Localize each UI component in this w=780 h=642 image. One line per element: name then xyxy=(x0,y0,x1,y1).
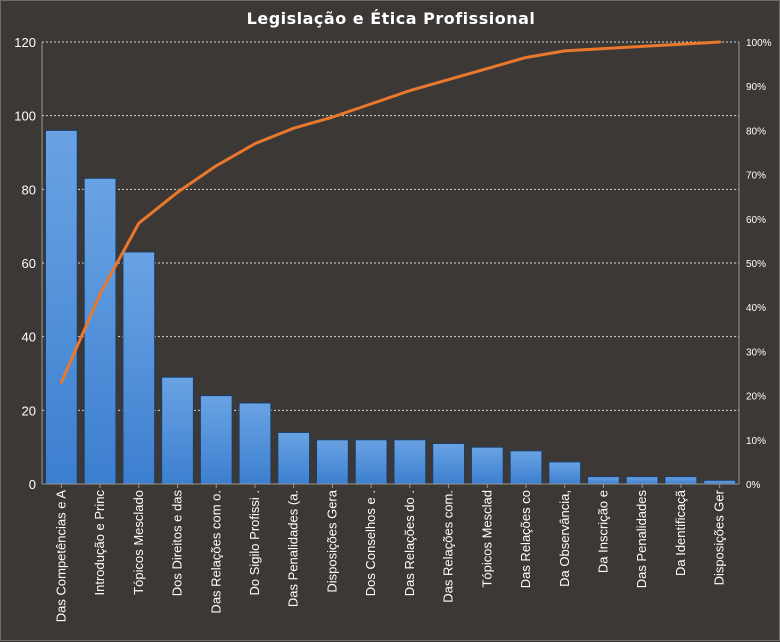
bar xyxy=(123,252,155,484)
y2-tick-label: 20% xyxy=(746,392,766,403)
bars xyxy=(45,130,735,484)
y2-tick-label: 10% xyxy=(746,436,766,447)
y2-tick-label: 60% xyxy=(746,215,766,226)
x-tick-label: Das Competências e A xyxy=(53,490,68,623)
bar xyxy=(200,396,232,484)
bar xyxy=(433,443,465,484)
bar xyxy=(471,447,503,484)
bar xyxy=(239,403,271,484)
x-tick-label: Do Sigilo Profissi . xyxy=(247,490,262,595)
y2-tick-label: 100% xyxy=(746,38,772,49)
x-tick-label: Das Relações co xyxy=(518,490,533,588)
y2-tick-label: 80% xyxy=(746,126,766,137)
cumulative-line xyxy=(61,42,719,382)
bar xyxy=(510,451,542,484)
bar xyxy=(394,440,426,484)
bar xyxy=(588,477,620,484)
x-tick-label: Da Identificaçã xyxy=(673,489,688,576)
x-tick-label: Tópicos Mesclad xyxy=(479,490,494,588)
x-tick-label: Introdução e Princ xyxy=(92,490,107,596)
x-tick-label: Das Penalidades xyxy=(634,490,649,589)
y-tick-label: 0 xyxy=(29,477,36,492)
x-tick-label: Da Observância, xyxy=(557,490,572,587)
x-tick-label: Das Relações com. xyxy=(441,490,456,603)
x-tick-label: Disposições Ger xyxy=(712,489,727,585)
x-tick-label: Dos Direitos e das xyxy=(170,490,185,597)
y2-tick-label: 0% xyxy=(746,480,761,491)
bar xyxy=(45,130,77,484)
y2-tick-label: 70% xyxy=(746,171,766,182)
y2-tick-label: 50% xyxy=(746,259,766,270)
bar xyxy=(317,440,349,484)
y2-tick-label: 90% xyxy=(746,82,766,93)
x-tick-label: Das Relações do . xyxy=(402,490,417,596)
cumulative-line-layer xyxy=(61,42,719,382)
y-tick-label: 60 xyxy=(22,256,36,271)
x-tick-label: Das Relações com o. xyxy=(208,490,223,614)
y-tick-label: 20 xyxy=(22,403,36,418)
x-tick-label: Tópicos Mesclado xyxy=(131,490,146,595)
bar xyxy=(162,377,194,484)
y2-tick-label: 30% xyxy=(746,347,766,358)
bar xyxy=(665,477,697,484)
y-tick-label: 40 xyxy=(22,330,36,345)
y-tick-label: 80 xyxy=(22,182,36,197)
x-tick-label: Das Penalidades (a. xyxy=(286,490,301,607)
x-tick-label: Dos Conselhos e . xyxy=(363,490,378,596)
bar xyxy=(626,477,658,484)
y2-tick-label: 40% xyxy=(746,303,766,314)
y-tick-label: 100 xyxy=(14,109,36,124)
bar xyxy=(84,178,116,484)
bar xyxy=(549,462,581,484)
bar xyxy=(704,480,736,484)
x-tick-label: Da Inscrição e xyxy=(595,490,610,573)
y-tick-label: 120 xyxy=(14,35,36,50)
bar xyxy=(355,440,387,484)
chart-title: Legislação e Ética Profissional xyxy=(247,9,536,28)
x-tick-label: Disposições Gera xyxy=(324,489,339,592)
bar xyxy=(278,432,310,484)
